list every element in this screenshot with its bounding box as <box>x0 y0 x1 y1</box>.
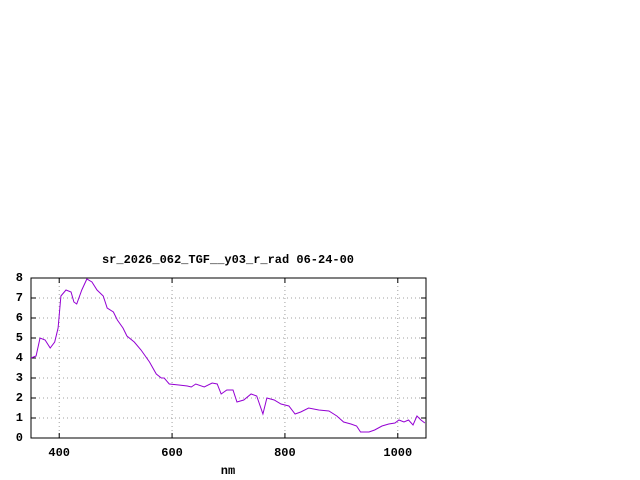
y-tick-label: 0 <box>16 431 23 445</box>
y-tick-label: 4 <box>16 351 23 365</box>
x-tick-label: 1000 <box>383 446 412 460</box>
x-tick-label: 400 <box>48 446 70 460</box>
data-line <box>30 278 426 433</box>
chart-title: sr_2026_062_TGF__y03_r_rad 06-24-00 <box>102 253 354 267</box>
y-tick-label: 5 <box>16 331 23 345</box>
y-tick-label: 7 <box>16 291 23 305</box>
x-tick-label: 800 <box>274 446 296 460</box>
x-axis-label: nm <box>221 464 235 478</box>
y-tick-label: 6 <box>16 311 23 325</box>
y-tick-label: 1 <box>16 411 23 425</box>
y-tick-label: 8 <box>16 271 23 285</box>
y-tick-label: 2 <box>16 391 23 405</box>
plot-border <box>30 277 427 439</box>
x-tick-label: 600 <box>161 446 183 460</box>
y-tick-label: 3 <box>16 371 23 385</box>
